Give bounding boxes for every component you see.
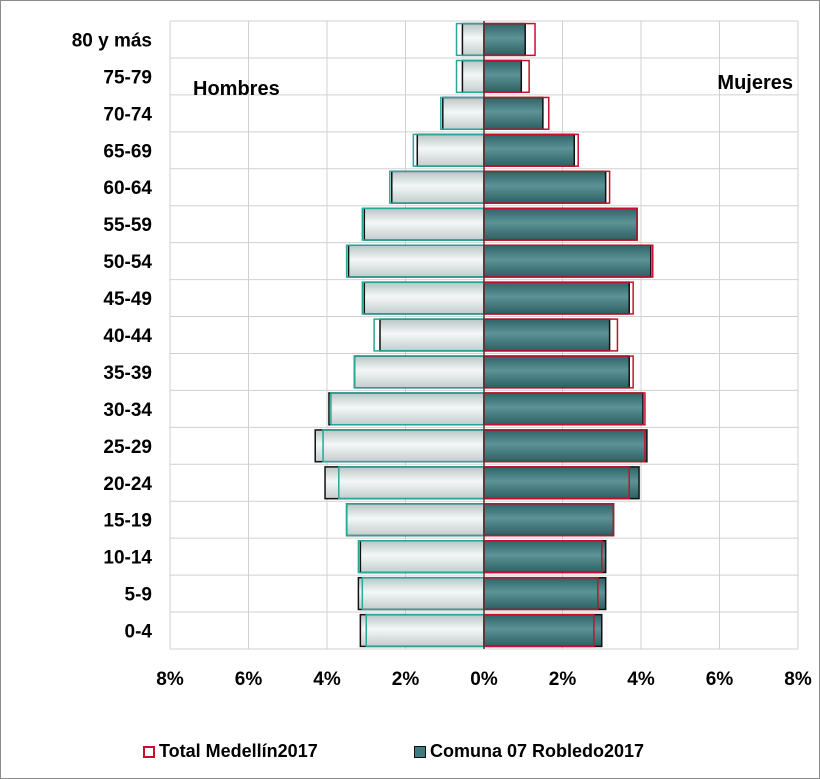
x-tick-label-2: 4%: [313, 669, 341, 690]
bar-comuna-mujeres-20-24: [483, 466, 640, 500]
age-label-35-39: 35-39: [103, 363, 152, 384]
x-tick-label-1: 6%: [235, 669, 263, 690]
x-tick-label-8: 8%: [784, 669, 812, 690]
bar-comuna-hombres-55-59: [363, 207, 485, 241]
legend-swatch-comuna: [414, 745, 426, 758]
age-group-labels: 0-4 5-9 10-14 15-19 20-24 25-29 30-34 35-39 40-4…: [72, 30, 153, 642]
bar-comuna-mujeres-55-59: [483, 207, 638, 241]
x-tick-label-6: 4%: [627, 669, 655, 690]
age-label-40-44: 40-44: [103, 326, 152, 347]
bar-comuna-mujeres-35-39: [483, 355, 630, 389]
age-label-50-54: 50-54: [103, 252, 152, 273]
age-label-15-19: 15-19: [103, 511, 152, 532]
legend-item-comuna: Comuna 07 Robledo2017: [414, 741, 644, 762]
age-label-80 y más: 80 y más: [72, 30, 152, 51]
bar-comuna-mujeres-75-79: [483, 59, 523, 94]
age-label-55-59: 55-59: [103, 215, 152, 236]
bar-comuna-hombres-15-19: [345, 503, 485, 537]
bar-comuna-hombres-25-29: [314, 429, 485, 463]
bar-comuna-hombres-50-54: [347, 244, 485, 278]
age-label-70-74: 70-74: [103, 104, 152, 125]
population-pyramid-chart: 0-4 5-9 10-14 15-19 20-24 25-29 30-34 35-39 40-4…: [72, 20, 812, 690]
comuna-series-bars: [314, 22, 652, 648]
age-label-20-24: 20-24: [103, 474, 152, 495]
bar-comuna-hombres-20-24: [324, 466, 485, 500]
bar-comuna-hombres-30-34: [328, 392, 485, 426]
x-tick-label-3: 2%: [392, 669, 420, 690]
bar-comuna-mujeres-25-29: [483, 429, 648, 463]
age-label-75-79: 75-79: [103, 67, 152, 88]
bar-comuna-hombres-0-4: [359, 613, 485, 648]
bar-comuna-mujeres-30-34: [483, 392, 644, 426]
x-tick-labels: 8% 6% 4% 2% 0% 2% 4% 6% 8%: [156, 669, 812, 690]
bar-comuna-hombres-45-49: [363, 281, 485, 315]
bar-comuna-mujeres-40-44: [483, 318, 611, 352]
legend: Total Medellín2017 Comuna 07 Robledo2017: [1, 737, 820, 767]
mujeres-label: Mujeres: [717, 72, 793, 94]
bar-comuna-hombres-80 y más: [461, 22, 485, 57]
age-label-0-4: 0-4: [125, 622, 153, 643]
x-tick-label-7: 6%: [706, 669, 734, 690]
age-label-30-34: 30-34: [103, 400, 152, 421]
age-label-10-14: 10-14: [103, 548, 152, 569]
x-tick-label-0: 8%: [156, 669, 184, 690]
bar-comuna-mujeres-0-4: [483, 613, 603, 648]
bar-comuna-hombres-10-14: [359, 540, 485, 574]
bar-comuna-mujeres-80 y más: [483, 22, 526, 57]
bar-comuna-mujeres-50-54: [483, 244, 652, 278]
bar-comuna-hombres-35-39: [353, 355, 485, 389]
legend-item-total: Total Medellín2017: [143, 741, 318, 762]
age-label-45-49: 45-49: [103, 289, 152, 310]
x-tick-label-5: 2%: [549, 669, 577, 690]
bar-comuna-mujeres-15-19: [483, 503, 615, 537]
legend-label-comuna: Comuna 07 Robledo2017: [430, 741, 645, 761]
age-label-65-69: 65-69: [103, 141, 152, 162]
bar-comuna-mujeres-45-49: [483, 281, 630, 315]
bar-comuna-hombres-60-64: [391, 170, 485, 204]
hombres-label: Hombres: [193, 78, 280, 100]
x-tick-label-4: 0%: [470, 669, 498, 690]
bar-comuna-mujeres-70-74: [483, 96, 544, 130]
age-label-60-64: 60-64: [103, 178, 152, 199]
bar-comuna-hombres-40-44: [379, 318, 485, 352]
bar-comuna-hombres-65-69: [416, 133, 485, 167]
bar-comuna-mujeres-5-9: [483, 576, 607, 611]
bar-comuna-mujeres-10-14: [483, 540, 607, 574]
legend-label-total: Total Medellín2017: [159, 741, 318, 761]
age-label-5-9: 5-9: [125, 585, 152, 606]
legend-swatch-total: [143, 745, 155, 758]
bar-comuna-mujeres-65-69: [483, 133, 576, 167]
bar-comuna-hombres-5-9: [357, 576, 485, 611]
age-label-25-29: 25-29: [103, 437, 152, 458]
bar-comuna-mujeres-60-64: [483, 170, 607, 204]
bar-comuna-hombres-75-79: [461, 59, 485, 94]
bar-comuna-hombres-70-74: [442, 96, 485, 130]
